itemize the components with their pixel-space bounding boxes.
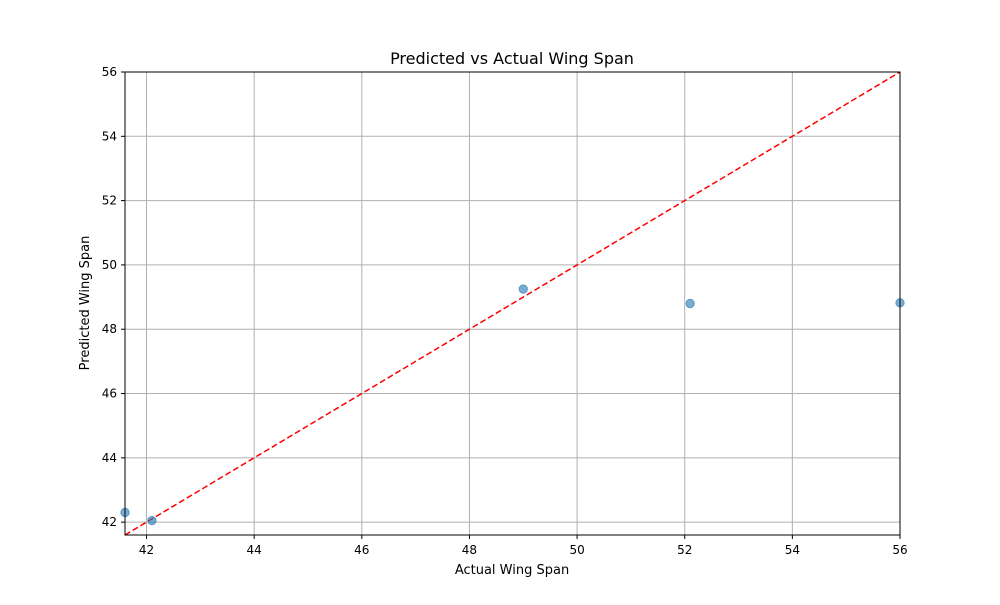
data-point xyxy=(685,298,695,309)
reference-line xyxy=(124,71,901,536)
x-tick-label: 54 xyxy=(785,543,800,557)
y-axis-ticks: 42 44 46 48 50 52 54 56 xyxy=(102,65,125,529)
data-point xyxy=(147,515,157,526)
y-axis-label: Predicted Wing Span xyxy=(78,236,93,371)
y-tick-label: 42 xyxy=(102,515,117,529)
x-tick-label: 42 xyxy=(139,543,154,557)
x-tick-label: 46 xyxy=(354,543,369,557)
y-tick-label: 56 xyxy=(102,65,117,79)
plot-frame xyxy=(124,71,901,536)
chart-title: Predicted vs Actual Wing Span xyxy=(390,49,634,68)
y-tick-label: 50 xyxy=(102,258,117,272)
y-tick-label: 46 xyxy=(102,387,117,401)
x-axis-ticks: 42 44 46 48 50 52 54 56 xyxy=(139,535,908,557)
x-tick-label: 50 xyxy=(569,543,584,557)
x-tick-label: 44 xyxy=(247,543,262,557)
x-axis-label: Actual Wing Span xyxy=(455,563,569,578)
reference-line-layer xyxy=(124,71,901,536)
y-tick-label: 44 xyxy=(102,451,117,465)
y-tick-label: 54 xyxy=(102,129,117,143)
x-tick-label: 56 xyxy=(892,543,907,557)
x-tick-label: 52 xyxy=(677,543,692,557)
y-tick-label: 48 xyxy=(102,322,117,336)
grid-lines xyxy=(125,71,901,535)
y-tick-label: 52 xyxy=(102,194,117,208)
x-tick-label: 48 xyxy=(462,543,477,557)
data-point xyxy=(518,284,528,294)
